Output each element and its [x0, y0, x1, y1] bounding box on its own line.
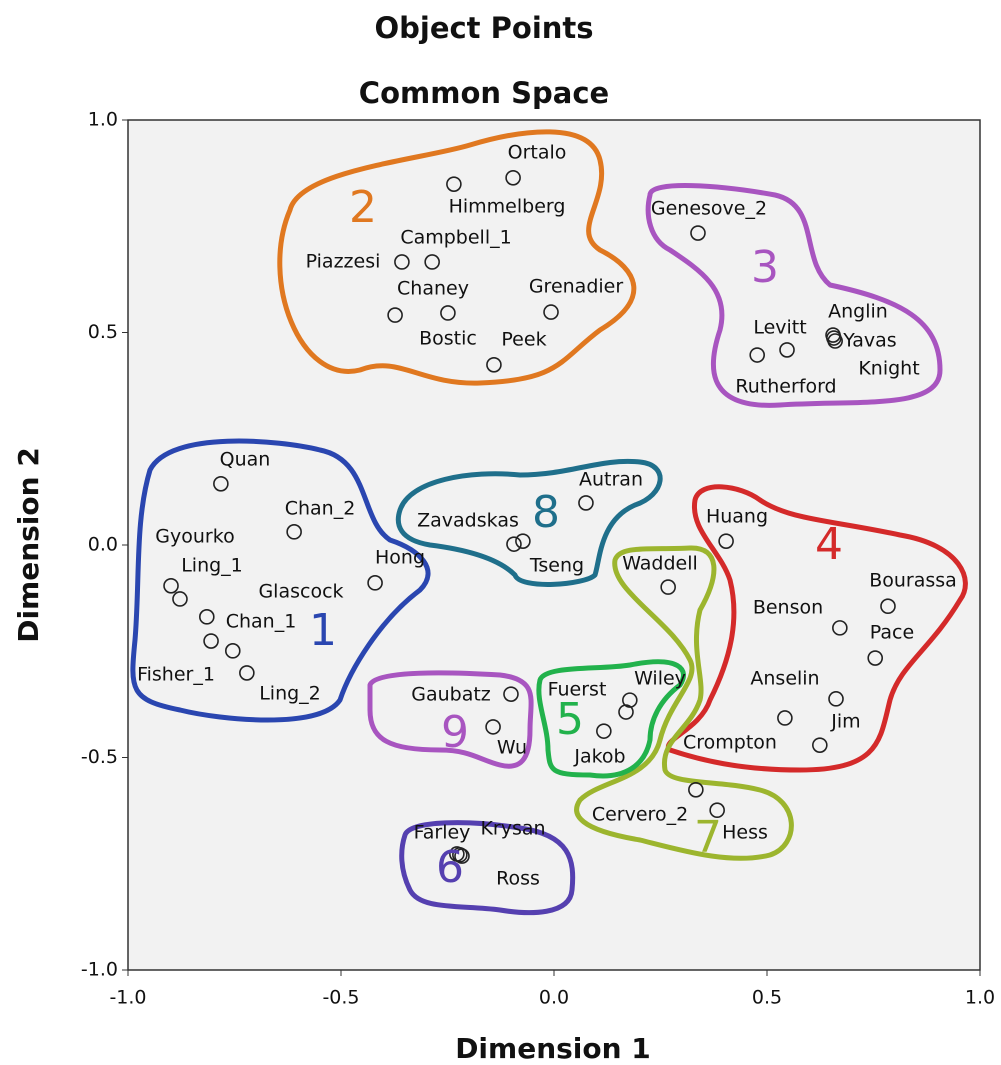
- point-label: Crompton: [683, 732, 777, 754]
- point-label: Waddell: [622, 553, 698, 575]
- x-tick-label: -0.5: [322, 987, 359, 1009]
- point-label: Anselin: [750, 668, 819, 690]
- cluster-number: 8: [532, 487, 560, 538]
- cluster-number: 7: [694, 812, 722, 863]
- point-label: Wiley: [634, 668, 686, 690]
- point-label: Genesove_2: [651, 198, 767, 220]
- cluster-number: 4: [815, 519, 843, 570]
- point-label: Farley: [414, 822, 471, 844]
- y-axis-label: Dimension 2: [12, 447, 45, 643]
- point-label: Wu: [497, 737, 527, 759]
- point-label: Bostic: [419, 328, 477, 350]
- plot-area: [128, 120, 980, 970]
- point-label: Rutherford: [735, 376, 836, 398]
- point-label: Anglin: [828, 301, 888, 323]
- point-label: Tseng: [529, 555, 584, 577]
- point-label: Chan_1: [226, 611, 297, 633]
- point-label: Quan: [220, 449, 271, 471]
- point-label: Himmelberg: [449, 196, 566, 218]
- point-label: Yavas: [842, 330, 896, 352]
- x-tick-label: 1.0: [965, 987, 995, 1009]
- x-axis-label: Dimension 1: [455, 1032, 651, 1065]
- point-label: Hess: [722, 822, 768, 844]
- point-label: Ross: [496, 868, 540, 890]
- y-tick-label: 1.0: [88, 109, 118, 131]
- point-label: Jim: [830, 711, 860, 733]
- point-label: Chan_2: [285, 498, 356, 520]
- point-label: Fisher_1: [137, 664, 215, 686]
- x-tick-label: -1.0: [109, 987, 146, 1009]
- point-label: Hong: [375, 547, 425, 569]
- x-tick-label: 0.5: [752, 987, 782, 1009]
- y-tick-label: 0.5: [88, 321, 118, 343]
- chart-subtitle: Common Space: [359, 76, 609, 110]
- point-label: Ling_2: [259, 683, 321, 705]
- chart: Object Points Common Space Dimension 1 D…: [0, 0, 1001, 1065]
- point-label: Peek: [501, 329, 546, 351]
- point-label: Piazzesi: [306, 251, 381, 273]
- point-label: Chaney: [397, 278, 469, 300]
- y-tick-label: -0.5: [81, 746, 118, 768]
- point-label: Bourassa: [869, 570, 957, 592]
- cluster-number: 5: [556, 694, 584, 745]
- point-label: Campbell_1: [400, 227, 511, 249]
- cluster-number: 1: [309, 605, 337, 656]
- point-label: Glascock: [258, 581, 343, 603]
- point-label: Ortalo: [508, 142, 567, 164]
- cluster-number: 9: [441, 707, 469, 758]
- y-tick-label: -1.0: [81, 959, 118, 981]
- point-label: Benson: [753, 597, 823, 619]
- point-label: Krysan: [480, 818, 545, 840]
- point-label: Cervero_2: [592, 804, 688, 826]
- cluster-number: 3: [751, 242, 779, 293]
- cluster-number: 2: [349, 182, 377, 233]
- point-label: Ling_1: [181, 555, 243, 577]
- point-label: Autran: [579, 469, 643, 491]
- point-label: Gaubatz: [411, 684, 491, 706]
- chart-title: Object Points: [374, 11, 593, 45]
- point-label: Zavadskas: [417, 510, 519, 532]
- x-tick-label: 0.0: [539, 987, 569, 1009]
- point-label: Huang: [706, 506, 768, 528]
- point-label: Knight: [858, 358, 919, 380]
- y-tick-label: 0.0: [88, 534, 118, 556]
- point-label: Gyourko: [155, 526, 234, 548]
- point-label: Pace: [870, 622, 914, 644]
- point-label: Levitt: [753, 317, 806, 339]
- point-label: Jakob: [573, 746, 625, 768]
- cluster-number: 6: [436, 842, 464, 893]
- point-label: Grenadier: [529, 276, 624, 298]
